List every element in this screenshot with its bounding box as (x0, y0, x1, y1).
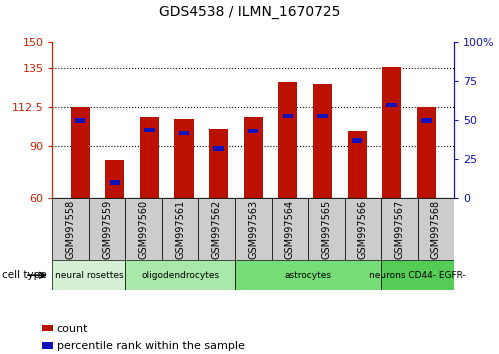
Bar (105, 160, 124, 198)
Text: GSM997567: GSM997567 (394, 200, 404, 259)
Text: astrocytes: astrocytes (284, 271, 331, 280)
Text: GSM997562: GSM997562 (212, 200, 222, 259)
Text: neurons CD44- EGFR-: neurons CD44- EGFR- (369, 271, 466, 280)
Bar (71, 107, 90, 198)
Text: GSM997561: GSM997561 (175, 200, 185, 259)
Bar (42, 325, 53, 331)
Bar (313, 84, 332, 198)
Bar (52, 260, 125, 290)
Bar (42, 342, 53, 349)
Text: GSM997564: GSM997564 (285, 200, 295, 259)
Bar (282, 114, 293, 118)
Bar (235, 198, 271, 260)
Bar (317, 114, 328, 118)
Text: GSM997563: GSM997563 (248, 200, 258, 259)
Bar (235, 260, 381, 290)
Bar (248, 129, 258, 133)
Bar (110, 181, 120, 185)
Text: neural rosettes: neural rosettes (54, 271, 123, 280)
Text: GDS4538 / ILMN_1670725: GDS4538 / ILMN_1670725 (159, 5, 340, 19)
Bar (199, 198, 235, 260)
Bar (278, 82, 297, 198)
Bar (162, 198, 199, 260)
Text: GSM997558: GSM997558 (66, 200, 76, 259)
Text: GSM997566: GSM997566 (358, 200, 368, 259)
Bar (352, 138, 362, 143)
Bar (348, 131, 367, 198)
Bar (209, 129, 228, 198)
Bar (382, 67, 401, 198)
Text: GSM997559: GSM997559 (102, 200, 112, 259)
Text: cell type: cell type (2, 270, 47, 280)
Bar (179, 131, 189, 135)
Bar (89, 198, 125, 260)
Bar (381, 260, 454, 290)
Bar (125, 260, 235, 290)
Bar (140, 117, 159, 198)
Bar (244, 117, 263, 198)
Bar (214, 146, 224, 150)
Bar (386, 103, 397, 107)
Bar (52, 198, 89, 260)
Bar (381, 198, 418, 260)
Text: GSM997565: GSM997565 (321, 200, 331, 259)
Text: GSM997560: GSM997560 (139, 200, 149, 259)
Bar (271, 198, 308, 260)
Bar (175, 119, 194, 198)
Bar (344, 198, 381, 260)
Text: count: count (57, 324, 88, 333)
Bar (308, 198, 344, 260)
Bar (418, 198, 454, 260)
Bar (125, 198, 162, 260)
Bar (144, 127, 155, 132)
Bar (421, 118, 432, 122)
Text: GSM997568: GSM997568 (431, 200, 441, 259)
Text: oligodendrocytes: oligodendrocytes (141, 271, 219, 280)
Bar (75, 118, 85, 122)
Bar (417, 107, 436, 198)
Text: percentile rank within the sample: percentile rank within the sample (57, 341, 245, 351)
